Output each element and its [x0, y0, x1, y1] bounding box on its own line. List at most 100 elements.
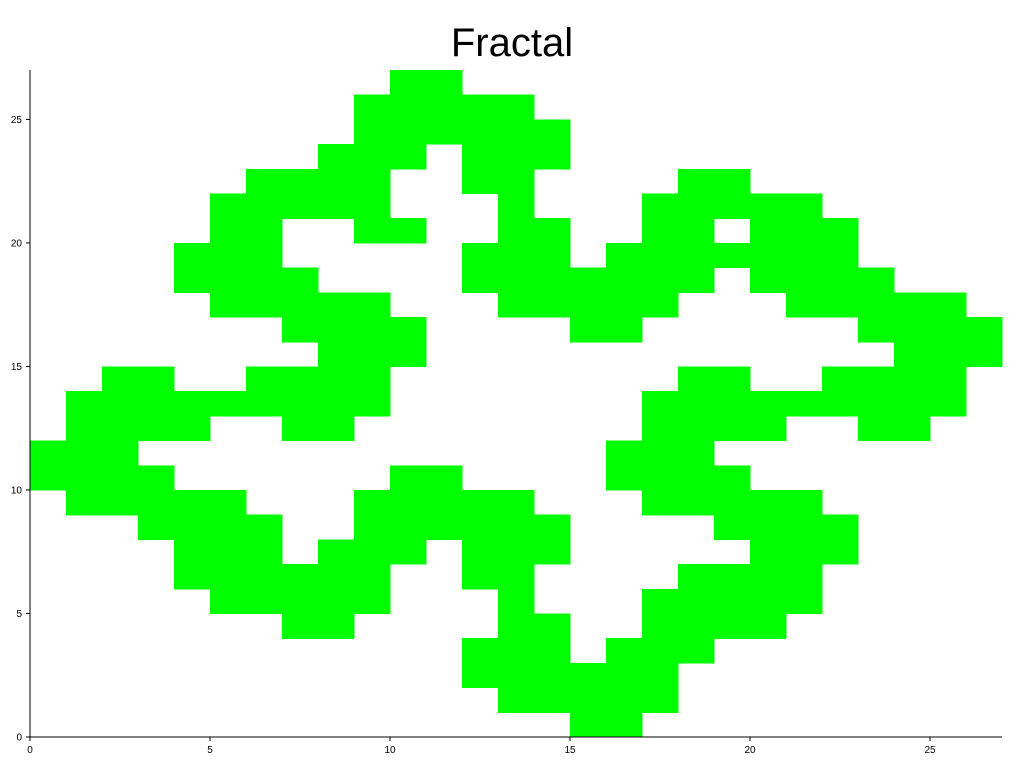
fractal-cell: [786, 218, 823, 244]
fractal-cell: [894, 391, 931, 417]
fractal-cell: [750, 588, 787, 615]
fractal-cell: [462, 489, 499, 516]
fractal-cell: [246, 168, 283, 195]
fractal-cell: [570, 267, 607, 293]
fractal-cell: [822, 267, 859, 293]
fractal-cell: [822, 366, 859, 392]
fractal-cell: [246, 588, 283, 615]
fractal-cells: [30, 70, 1003, 738]
fractal-cell: [102, 489, 139, 516]
fractal-cell: [282, 292, 319, 318]
fractal-cell: [606, 440, 643, 466]
fractal-cell: [318, 564, 355, 590]
fractal-cell: [498, 119, 535, 145]
fractal-cell: [534, 613, 571, 639]
fractal-cell: [786, 267, 823, 293]
fractal-cell: [642, 391, 679, 417]
fractal-cell: [354, 144, 391, 170]
fractal-cell: [678, 415, 715, 442]
fractal-cell: [462, 94, 499, 121]
fractal-cell: [282, 317, 319, 343]
chart-title: Fractal: [451, 21, 573, 65]
fractal-cell: [642, 267, 679, 293]
fractal-cell: [66, 465, 103, 491]
fractal-cell: [750, 391, 787, 417]
fractal-cell: [498, 638, 535, 664]
fractal-cell: [606, 242, 643, 269]
fractal-cell: [570, 292, 607, 318]
fractal-cell: [534, 242, 571, 269]
fractal-cell: [318, 341, 355, 368]
fractal-cell: [750, 242, 787, 269]
fractal-cell: [534, 218, 571, 244]
fractal-cell: [462, 144, 499, 170]
fractal-cell: [606, 638, 643, 664]
fractal-cell: [678, 267, 715, 293]
fractal-cell: [390, 119, 427, 145]
fractal-cell: [498, 94, 535, 121]
fractal-cell: [282, 588, 319, 615]
fractal-cell: [354, 292, 391, 318]
fractal-cell: [606, 292, 643, 318]
fractal-cell: [534, 638, 571, 664]
fractal-cell: [786, 193, 823, 219]
fractal-cell: [318, 144, 355, 170]
fractal-cell: [750, 415, 787, 442]
fractal-cell: [642, 588, 679, 615]
fractal-cell: [678, 168, 715, 195]
fractal-cell: [354, 119, 391, 145]
fractal-cell: [246, 218, 283, 244]
fractal-cell: [318, 415, 355, 442]
fractal-cell: [102, 440, 139, 466]
fractal-cell: [750, 514, 787, 540]
fractal-cell: [426, 119, 463, 145]
fractal-cell: [318, 588, 355, 615]
fractal-cell: [210, 489, 247, 516]
fractal-cell: [534, 539, 571, 565]
fractal-cell: [390, 341, 427, 368]
fractal-cell: [462, 638, 499, 664]
fractal-cell: [246, 242, 283, 269]
fractal-cell: [102, 391, 139, 417]
fractal-cell: [858, 391, 895, 417]
y-tick-label: 20: [11, 238, 23, 249]
fractal-cell: [678, 588, 715, 615]
fractal-cell: [138, 465, 175, 491]
fractal-cell: [642, 292, 679, 318]
fractal-cell: [210, 588, 247, 615]
fractal-cell: [714, 415, 751, 442]
fractal-cell: [66, 391, 103, 417]
fractal-cell: [354, 317, 391, 343]
x-tick-label: 0: [27, 745, 33, 756]
fractal-cell: [30, 465, 67, 491]
fractal-cell: [606, 687, 643, 713]
fractal-cell: [966, 341, 1003, 368]
fractal-cell: [678, 242, 715, 269]
fractal-cell: [498, 168, 535, 195]
y-tick-label: 15: [11, 362, 23, 373]
fractal-cell: [606, 317, 643, 343]
fractal-cell: [246, 267, 283, 293]
fractal-cell: [822, 218, 859, 244]
fractal-cell: [246, 391, 283, 417]
fractal-cell: [858, 317, 895, 343]
fractal-cell: [354, 564, 391, 590]
fractal-cell: [210, 267, 247, 293]
fractal-cell: [174, 415, 211, 442]
fractal-cell: [138, 514, 175, 540]
fractal-cell: [750, 218, 787, 244]
fractal-cell: [318, 292, 355, 318]
fractal-cell: [282, 193, 319, 219]
fractal-cell: [210, 391, 247, 417]
fractal-cell: [102, 415, 139, 442]
fractal-cell: [786, 391, 823, 417]
fractal-cell: [138, 489, 175, 516]
fractal-cell: [462, 514, 499, 540]
fractal-cell: [606, 662, 643, 689]
fractal-cell: [390, 94, 427, 121]
fractal-cell: [390, 539, 427, 565]
fractal-cell: [426, 514, 463, 540]
fractal-cell: [498, 662, 535, 689]
fractal-cell: [714, 193, 751, 219]
fractal-cell: [498, 613, 535, 639]
